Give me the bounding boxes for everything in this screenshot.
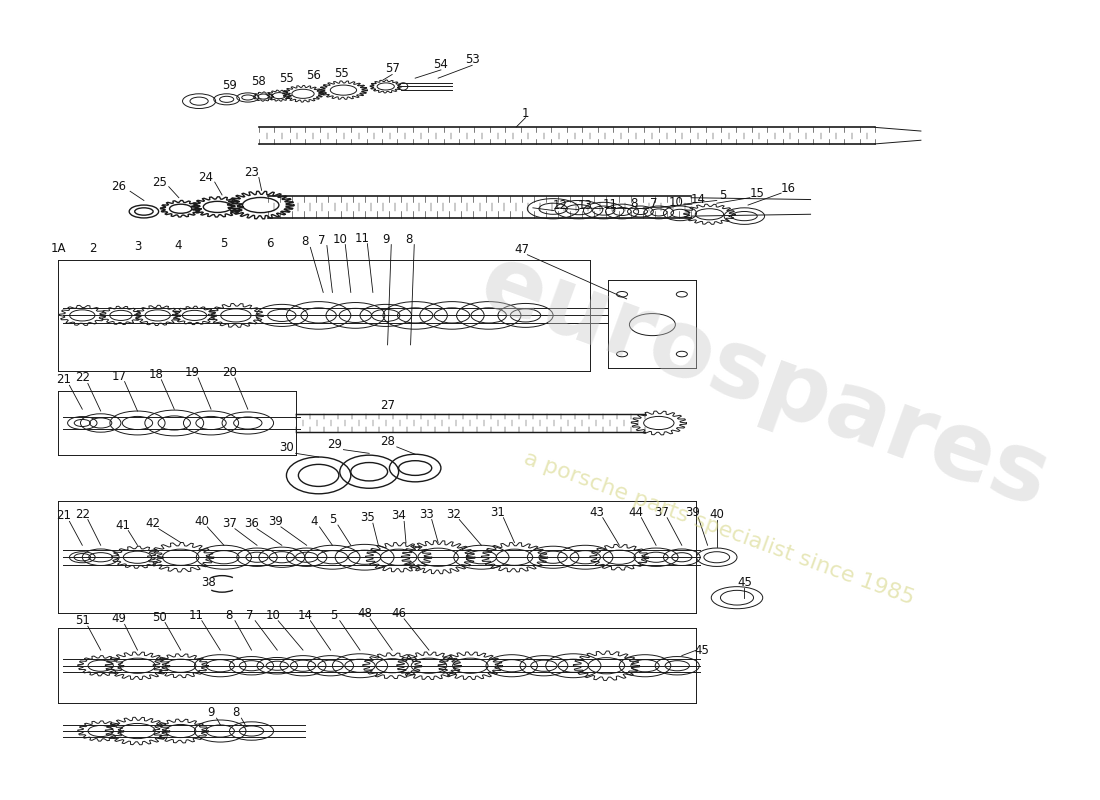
Text: 5: 5 (220, 237, 228, 250)
Text: 30: 30 (279, 442, 294, 454)
Text: 34: 34 (392, 510, 406, 522)
Text: 24: 24 (198, 171, 213, 184)
Text: 51: 51 (75, 614, 90, 627)
Text: 6: 6 (266, 237, 274, 250)
Text: 28: 28 (381, 435, 395, 448)
Text: 20: 20 (222, 366, 236, 379)
Text: 4: 4 (310, 515, 318, 528)
Text: 11: 11 (354, 232, 370, 245)
Text: 53: 53 (465, 54, 480, 66)
Text: 8: 8 (405, 233, 412, 246)
Text: 8: 8 (630, 197, 638, 210)
Text: 10: 10 (669, 196, 684, 209)
Text: 50: 50 (152, 610, 167, 623)
Text: 7: 7 (650, 197, 658, 210)
Text: 17: 17 (111, 370, 126, 382)
Text: 25: 25 (152, 175, 167, 189)
Text: 58: 58 (252, 75, 266, 88)
Text: 14: 14 (297, 609, 312, 622)
Text: 45: 45 (737, 575, 751, 589)
Text: 15: 15 (750, 186, 764, 200)
Text: 55: 55 (279, 72, 294, 85)
Text: 55: 55 (334, 67, 349, 80)
Text: 7: 7 (246, 609, 253, 622)
Text: 42: 42 (145, 517, 161, 530)
Text: 22: 22 (75, 507, 90, 521)
Text: 5: 5 (331, 609, 338, 622)
Text: 12: 12 (553, 199, 568, 213)
Text: 10: 10 (265, 609, 280, 622)
Text: 21: 21 (56, 374, 72, 386)
Text: 56: 56 (307, 69, 321, 82)
Text: 8: 8 (226, 609, 233, 622)
Text: 36: 36 (244, 517, 258, 530)
Text: 48: 48 (358, 607, 372, 620)
Text: 5: 5 (719, 190, 727, 202)
Text: 13: 13 (578, 198, 593, 211)
Text: 45: 45 (694, 644, 710, 657)
Text: 43: 43 (590, 506, 605, 518)
Text: 5: 5 (329, 513, 337, 526)
Text: 46: 46 (392, 607, 406, 620)
Text: 44: 44 (628, 506, 643, 518)
Text: 14: 14 (691, 193, 706, 206)
Text: 16: 16 (781, 182, 796, 195)
Text: 49: 49 (111, 612, 126, 626)
Text: 32: 32 (447, 507, 461, 521)
Text: a porsche parts specialist since 1985: a porsche parts specialist since 1985 (520, 449, 916, 609)
Text: 40: 40 (195, 515, 209, 528)
Text: 19: 19 (185, 366, 200, 379)
Text: 37: 37 (222, 517, 236, 530)
Text: 29: 29 (327, 438, 342, 450)
Text: 8: 8 (301, 235, 308, 248)
Text: 47: 47 (515, 242, 529, 256)
Text: 2: 2 (89, 242, 97, 254)
Text: 39: 39 (685, 506, 701, 518)
Text: 40: 40 (710, 509, 724, 522)
Text: 31: 31 (491, 506, 505, 518)
Text: 11: 11 (603, 198, 617, 210)
Text: 26: 26 (111, 180, 126, 193)
Text: 23: 23 (244, 166, 258, 179)
Text: 57: 57 (385, 62, 399, 75)
Text: 54: 54 (433, 58, 449, 71)
Text: 11: 11 (189, 609, 204, 622)
Text: 9: 9 (207, 706, 215, 719)
Text: 27: 27 (381, 399, 395, 412)
Text: 1: 1 (521, 106, 529, 120)
Text: 39: 39 (268, 515, 283, 528)
Text: 10: 10 (332, 233, 348, 246)
Text: 4: 4 (174, 239, 182, 252)
Text: eurospares: eurospares (469, 236, 1061, 527)
Text: 41: 41 (116, 518, 130, 531)
Text: 1A: 1A (51, 242, 66, 254)
Text: 18: 18 (148, 368, 163, 381)
Text: 9: 9 (382, 233, 389, 246)
Text: 59: 59 (222, 79, 236, 92)
Text: 33: 33 (419, 507, 433, 521)
Text: 22: 22 (75, 371, 90, 385)
Text: 37: 37 (654, 506, 669, 518)
Text: 21: 21 (56, 510, 72, 522)
Text: 8: 8 (232, 706, 240, 719)
Text: 35: 35 (360, 511, 375, 524)
Text: 3: 3 (134, 240, 141, 253)
Text: 7: 7 (318, 234, 326, 246)
Text: 38: 38 (201, 575, 216, 589)
